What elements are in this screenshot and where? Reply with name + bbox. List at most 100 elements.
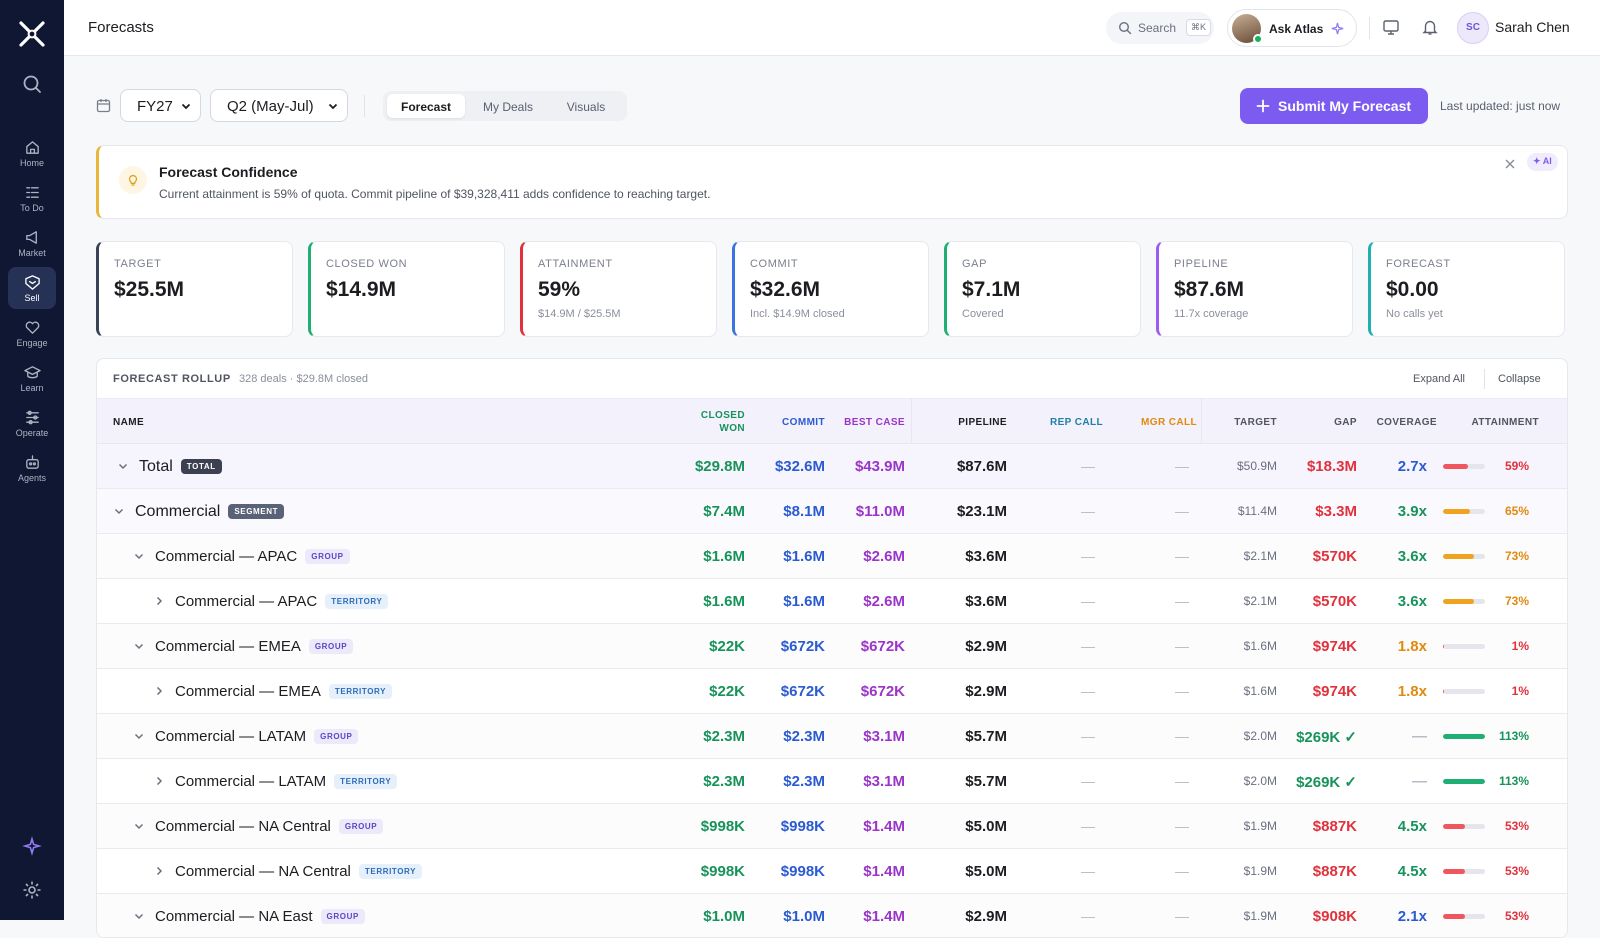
- rep-call-value[interactable]: —: [1081, 773, 1095, 789]
- chevron-down-icon[interactable]: [113, 505, 125, 517]
- mgr-call-value[interactable]: —: [1175, 548, 1189, 564]
- sidebar-item-learn[interactable]: Learn: [8, 357, 56, 399]
- table-row[interactable]: Commercial — APAC TERRITORY $1.6M $1.6M $2.6…: [97, 579, 1567, 624]
- col-header-rep-call[interactable]: REP CALL: [1049, 417, 1103, 428]
- expand-all-button[interactable]: Expand All: [1413, 373, 1465, 385]
- mgr-call-value[interactable]: —: [1175, 908, 1189, 924]
- table-row[interactable]: Commercial — LATAM TERRITORY $2.3M $2.3M $3.…: [97, 759, 1567, 804]
- kpi-card-pipeline[interactable]: PIPELINE $87.6M 11.7x coverage: [1156, 241, 1353, 337]
- rep-call-value[interactable]: —: [1081, 863, 1095, 879]
- kpi-card-gap[interactable]: GAP $7.1M Covered: [944, 241, 1141, 337]
- search-icon[interactable]: [21, 73, 43, 95]
- kpi-card-target[interactable]: TARGET $25.5M: [96, 241, 293, 337]
- table-row[interactable]: Commercial SEGMENT $7.4M $8.1M $11.0M $23.1M —…: [97, 489, 1567, 534]
- rep-call-value[interactable]: —: [1081, 908, 1095, 924]
- user-avatar[interactable]: SC: [1457, 12, 1489, 44]
- tab-forecast[interactable]: Forecast: [387, 94, 465, 118]
- chevron-down-icon[interactable]: [133, 640, 145, 652]
- sidebar-item-to-do[interactable]: To Do: [8, 177, 56, 219]
- mgr-call-value[interactable]: —: [1175, 728, 1189, 744]
- collapse-button[interactable]: Collapse: [1498, 373, 1541, 385]
- closed-won-line-2: WON: [719, 423, 745, 434]
- sidebar-item-operate[interactable]: Operate: [8, 402, 56, 444]
- bell-icon[interactable]: [1421, 18, 1439, 36]
- chevron-down-icon[interactable]: [133, 730, 145, 742]
- settings-gear-icon[interactable]: [22, 880, 42, 900]
- mgr-call-value[interactable]: —: [1175, 863, 1189, 879]
- mgr-call-value[interactable]: —: [1175, 458, 1189, 474]
- col-header-pipeline[interactable]: PIPELINE: [958, 417, 1007, 428]
- best-case-value: $1.4M: [863, 908, 905, 925]
- quarter-select[interactable]: Q2 (May-Jul): [210, 89, 348, 122]
- chevron-right-icon[interactable]: [153, 775, 165, 787]
- chevron-down-icon[interactable]: [117, 460, 129, 472]
- topbar-divider: [1369, 17, 1370, 39]
- chevron-right-icon[interactable]: [153, 595, 165, 607]
- mgr-call-value[interactable]: —: [1175, 683, 1189, 699]
- col-header-closed-won[interactable]: CLOSED WON: [679, 409, 745, 435]
- col-header-mgr-call[interactable]: MGR CALL: [1141, 417, 1197, 428]
- attainment-bar: [1443, 824, 1485, 829]
- mgr-call-value[interactable]: —: [1175, 593, 1189, 609]
- chevron-right-icon[interactable]: [153, 865, 165, 877]
- sparkles-icon[interactable]: [22, 836, 42, 856]
- tab-visuals[interactable]: Visuals: [566, 100, 606, 114]
- kpi-card-commit[interactable]: COMMIT $32.6M Incl. $14.9M closed: [732, 241, 929, 337]
- kpi-card-attainment[interactable]: ATTAINMENT 59% $14.9M / $25.5M: [520, 241, 717, 337]
- ask-atlas-button[interactable]: Ask Atlas: [1227, 9, 1357, 47]
- col-header-name[interactable]: NAME: [113, 417, 145, 428]
- coverage-value: —: [1412, 773, 1427, 790]
- table-row[interactable]: Commercial — APAC GROUP $1.6M $1.6M $2.6M $3.…: [97, 534, 1567, 579]
- rep-call-value[interactable]: —: [1081, 638, 1095, 654]
- sidebar-item-agents[interactable]: Agents: [8, 447, 56, 489]
- col-header-commit[interactable]: COMMIT: [782, 417, 825, 428]
- ai-badge-label: AI: [1542, 156, 1552, 166]
- app-logo[interactable]: [16, 18, 48, 50]
- rep-call-value[interactable]: —: [1081, 548, 1095, 564]
- submit-forecast-button[interactable]: Submit My Forecast: [1240, 88, 1428, 124]
- kpi-card-forecast[interactable]: FORECAST $0.00 No calls yet: [1368, 241, 1565, 337]
- mgr-call-value[interactable]: —: [1175, 638, 1189, 654]
- sidebar-item-home[interactable]: Home: [8, 132, 56, 174]
- mgr-call-value[interactable]: —: [1175, 818, 1189, 834]
- row-name-text: Commercial — APAC: [155, 548, 298, 565]
- mgr-call-value[interactable]: —: [1175, 773, 1189, 789]
- col-header-best-case[interactable]: BEST CASE: [844, 417, 905, 428]
- submit-forecast-label: Submit My Forecast: [1278, 98, 1412, 114]
- monitor-icon[interactable]: [1382, 18, 1400, 36]
- table-row[interactable]: Commercial — NA Central GROUP $998K $998K $1…: [97, 804, 1567, 849]
- rep-call-value[interactable]: —: [1081, 728, 1095, 744]
- kpi-card-closed-won[interactable]: CLOSED WON $14.9M: [308, 241, 505, 337]
- rep-call-value[interactable]: —: [1081, 458, 1095, 474]
- chevron-down-icon[interactable]: [133, 550, 145, 562]
- table-row[interactable]: Commercial — NA Central TERRITORY $998K $99…: [97, 849, 1567, 894]
- rep-call-value[interactable]: —: [1081, 683, 1095, 699]
- col-header-coverage[interactable]: COVERAGE: [1376, 417, 1437, 428]
- col-header-gap[interactable]: GAP: [1334, 417, 1357, 428]
- close-icon[interactable]: [1504, 158, 1516, 170]
- table-row[interactable]: Commercial — EMEA TERRITORY $22K $672K $672K…: [97, 669, 1567, 714]
- col-header-target[interactable]: TARGET: [1234, 417, 1277, 428]
- chevron-right-icon[interactable]: [153, 685, 165, 697]
- table-row[interactable]: Commercial — EMEA GROUP $22K $672K $672K $2.9…: [97, 624, 1567, 669]
- chevron-down-icon[interactable]: [133, 820, 145, 832]
- table-row[interactable]: Commercial — NA East GROUP $1.0M $1.0M $1.4M…: [97, 894, 1567, 937]
- chevron-down-icon[interactable]: [133, 910, 145, 922]
- sidebar-item-engage[interactable]: Engage: [8, 312, 56, 354]
- attainment-bar-fill: [1443, 644, 1445, 649]
- sidebar-item-market[interactable]: Market: [8, 222, 56, 264]
- search-input[interactable]: Search ⌘K: [1106, 12, 1214, 44]
- rep-call-value[interactable]: —: [1081, 818, 1095, 834]
- col-header-attainment[interactable]: ATTAINMENT: [1471, 417, 1539, 428]
- row-type-badge: SEGMENT: [228, 504, 285, 519]
- table-row[interactable]: Commercial — LATAM GROUP $2.3M $2.3M $3.1M $5…: [97, 714, 1567, 759]
- fiscal-year-select[interactable]: FY27: [120, 89, 201, 122]
- table-row[interactable]: Total TOTAL $29.8M $32.6M $43.9M $87.6M — — $50.…: [97, 444, 1567, 489]
- rep-call-value[interactable]: —: [1081, 503, 1095, 519]
- user-name[interactable]: Sarah Chen: [1495, 19, 1570, 35]
- mgr-call-value[interactable]: —: [1175, 503, 1189, 519]
- target-value: $11.4M: [1237, 504, 1277, 518]
- rep-call-value[interactable]: —: [1081, 593, 1095, 609]
- tab-my-deals[interactable]: My Deals: [482, 100, 533, 114]
- sidebar-item-sell[interactable]: Sell: [8, 267, 56, 309]
